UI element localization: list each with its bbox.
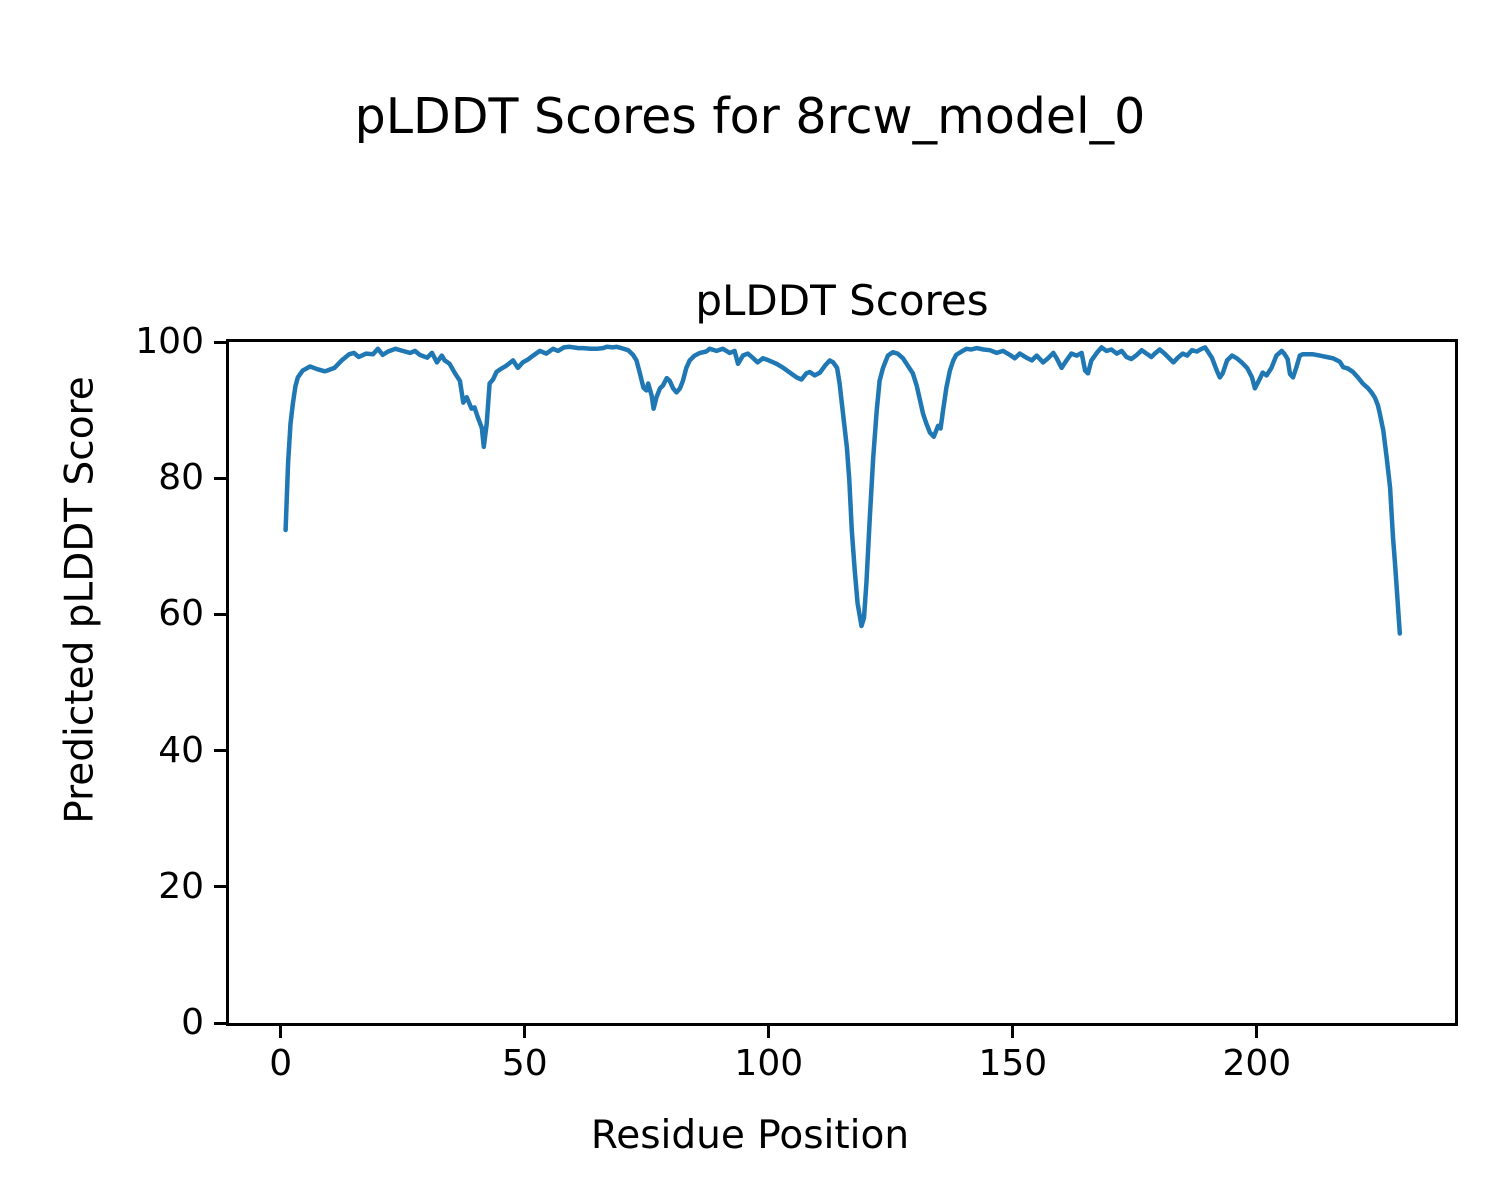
x-axis-label: Residue Position <box>590 1113 910 1158</box>
x-tick-mark <box>523 1026 527 1038</box>
y-tick-label: 20 <box>158 865 204 907</box>
y-tick-mark <box>214 612 226 616</box>
plddt-line-chart <box>283 344 1403 636</box>
y-tick-label: 80 <box>158 457 204 499</box>
x-tick-mark <box>1011 1026 1015 1038</box>
x-tick-mark <box>1255 1026 1259 1038</box>
x-tick-mark <box>279 1026 283 1038</box>
y-tick-mark <box>214 885 226 889</box>
y-tick-label: 60 <box>158 593 204 635</box>
x-tick-label: 50 <box>501 1043 548 1084</box>
y-tick-label: 100 <box>135 321 204 362</box>
y-tick-mark <box>214 749 226 753</box>
x-tick-label: 150 <box>978 1043 1048 1084</box>
x-tick-mark <box>767 1026 771 1038</box>
x-tick-label: 100 <box>734 1043 804 1084</box>
plot-area <box>226 339 1458 1026</box>
y-tick-mark <box>214 340 226 344</box>
y-tick-mark <box>214 1021 226 1025</box>
x-tick-label: 0 <box>269 1043 293 1084</box>
y-axis-label: Predicted pLDDT Score <box>57 376 103 824</box>
plddt-line-series <box>283 344 1403 636</box>
y-tick-mark <box>214 476 226 480</box>
figure-title: pLDDT Scores for 8rcw_model_0 <box>354 88 1146 145</box>
y-tick-label: 40 <box>158 729 204 771</box>
axes-title: pLDDT Scores <box>695 276 989 325</box>
y-tick-label: 0 <box>181 1002 204 1043</box>
x-tick-label: 200 <box>1222 1043 1292 1084</box>
